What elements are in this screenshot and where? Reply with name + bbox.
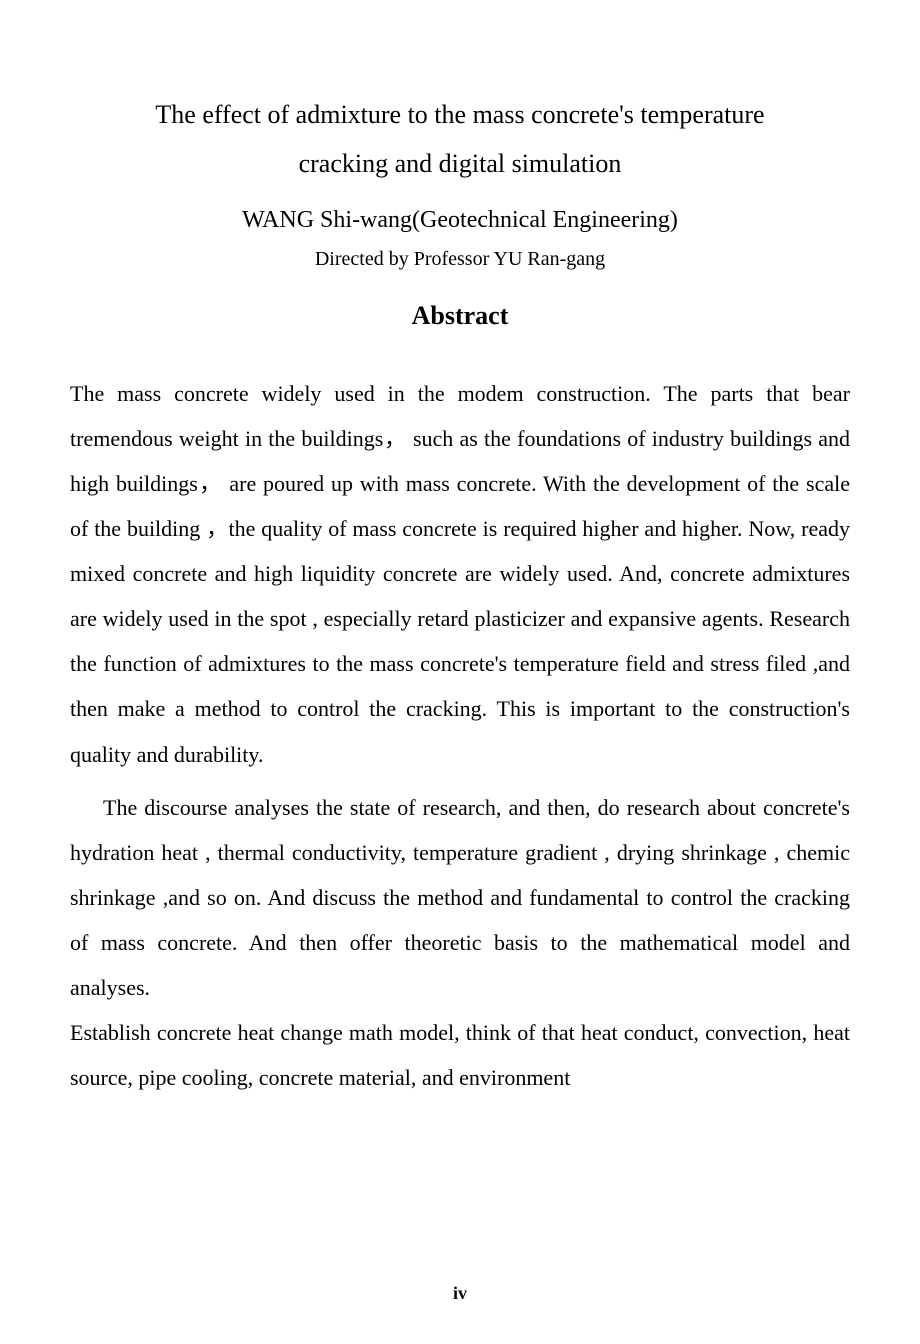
abstract-paragraph-3: Establish concrete heat change math mode… [70, 1010, 850, 1100]
paper-title: The effect of admixture to the mass conc… [70, 90, 850, 189]
abstract-paragraph-2: The discourse analyses the state of rese… [70, 785, 850, 1010]
title-line-2: cracking and digital simulation [70, 139, 850, 188]
abstract-heading: Abstract [70, 301, 850, 331]
page-number: iv [0, 1283, 920, 1304]
director-line: Directed by Professor YU Ran-gang [70, 248, 850, 271]
author-line: WANG Shi-wang(Geotechnical Engineering) [70, 207, 850, 234]
title-line-1: The effect of admixture to the mass conc… [70, 90, 850, 139]
abstract-paragraph-1: The mass concrete widely used in the mod… [70, 371, 850, 777]
